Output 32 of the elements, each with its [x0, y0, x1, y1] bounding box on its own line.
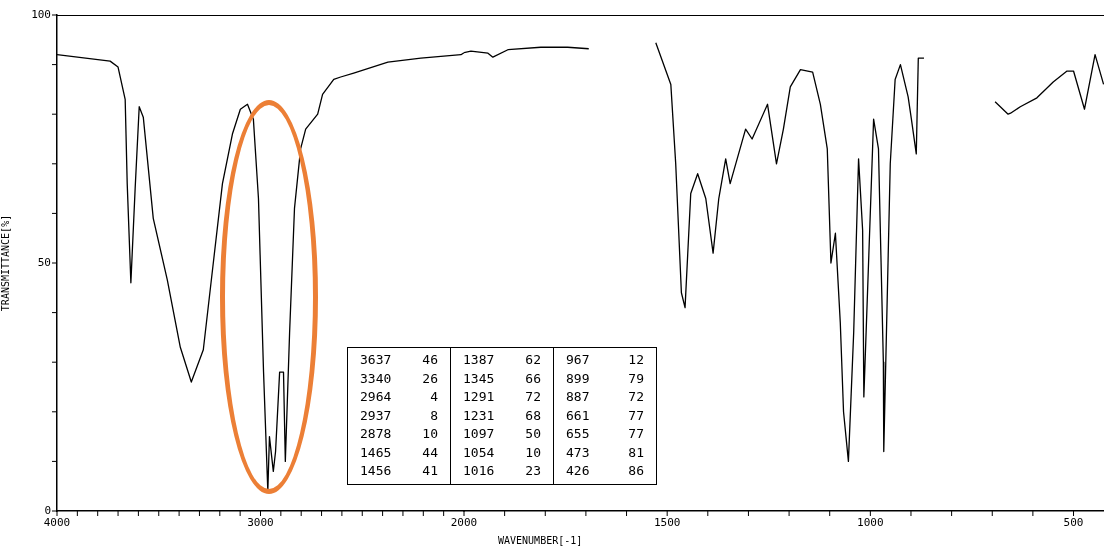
text: 1456 41 — [360, 463, 438, 478]
text: 3637 46 — [360, 352, 438, 367]
y-axis-title: TRANSMITTANCE[%] — [0, 214, 11, 312]
text: 473 81 — [566, 444, 644, 460]
x-tick-label: 4000 — [43, 516, 71, 530]
text: 2878 10 — [360, 426, 438, 441]
text: 1097 50 — [463, 426, 541, 441]
text: 1291 72 — [463, 389, 541, 404]
text: 887 72 — [566, 389, 644, 404]
text: 661 77 — [566, 407, 644, 423]
text: 1231 68 — [463, 407, 541, 423]
text: 1016 23 — [463, 463, 541, 478]
y-tick-label: 0 — [44, 503, 51, 517]
x-tick-label: 500 — [1063, 516, 1084, 530]
text: 3340 26 — [360, 370, 438, 386]
text: 1345 66 — [463, 370, 541, 386]
x-axis-title: WAVENUMBER[-1] — [498, 535, 583, 546]
y-tick-label: 50 — [37, 255, 51, 269]
text: 426 86 — [566, 463, 644, 478]
y-tick-label: 100 — [31, 7, 51, 21]
text: 967 12 — [566, 352, 644, 367]
x-tick-label: 1000 — [856, 516, 884, 530]
text: 1054 10 — [463, 444, 541, 460]
text: 655 77 — [566, 426, 644, 441]
x-tick-label: 1500 — [653, 516, 681, 530]
text: 1387 62 — [463, 352, 541, 367]
x-tick-label: 3000 — [247, 516, 274, 530]
text: 899 79 — [566, 370, 644, 386]
x-tick-label: 2000 — [450, 516, 477, 530]
text: 2937 8 — [360, 407, 438, 423]
text: 1465 44 — [360, 444, 438, 460]
text: 2964 4 — [360, 389, 438, 404]
